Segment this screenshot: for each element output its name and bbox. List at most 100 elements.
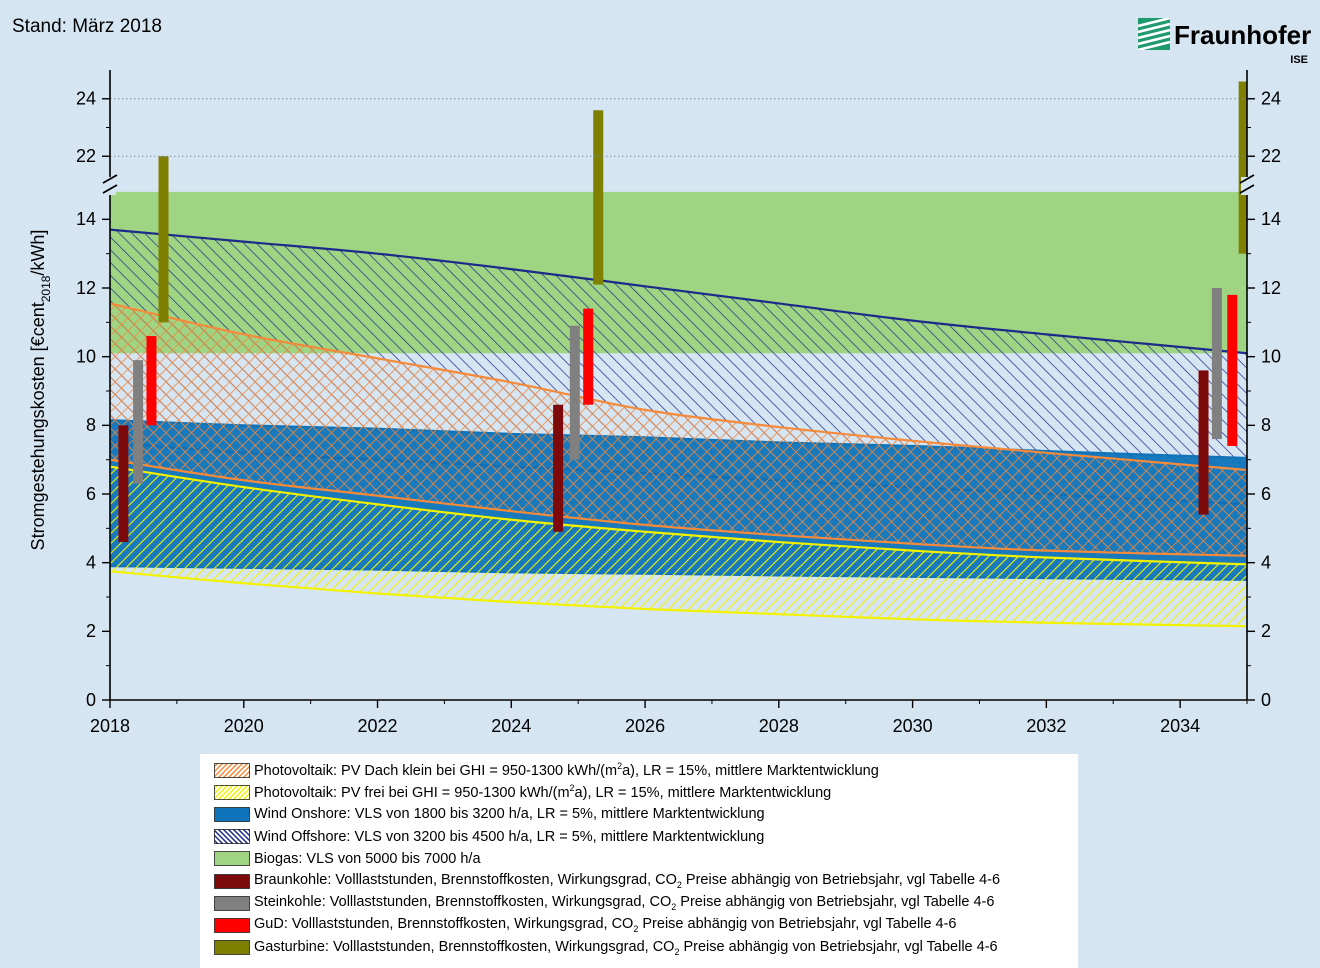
legend: Photovoltaik: PV Dach klein bei GHI = 95… bbox=[200, 754, 1078, 968]
x-tick-label: 2030 bbox=[893, 716, 933, 736]
logo-name: Fraunhofer bbox=[1174, 20, 1312, 50]
band-pv_roof-upper-line bbox=[110, 302, 1247, 472]
band-pv_free-lower-line bbox=[110, 570, 1247, 628]
legend-label-part: Photovoltaik: PV frei bei GHI = 950-1300… bbox=[254, 785, 570, 802]
legend-swatch bbox=[214, 851, 250, 867]
legend-label: Braunkohle: Volllaststunden, Brennstoffk… bbox=[254, 872, 1000, 890]
y-axis-label: Stromgestehungskosten [€cent2018/kWh] bbox=[28, 230, 53, 551]
x-tick-label: 2018 bbox=[90, 716, 130, 736]
legend-label-part: 2 bbox=[617, 761, 623, 772]
axis-break-mark bbox=[1239, 184, 1255, 194]
fraunhofer-logo: Fraunhofer ISE bbox=[1138, 14, 1312, 70]
bar-gasturbine-lower bbox=[593, 185, 604, 285]
legend-swatch bbox=[214, 895, 250, 911]
bar-gasturbine-lower bbox=[158, 185, 169, 323]
bar-braunkohle bbox=[553, 404, 564, 532]
legend-label-part: 2 bbox=[674, 946, 680, 957]
y-tick-label-left: 22 bbox=[76, 146, 96, 166]
y-tick-label-right: 2 bbox=[1261, 621, 1271, 641]
axis-break-mark bbox=[102, 184, 118, 194]
y-tick-label-left: 0 bbox=[86, 690, 96, 710]
bar-gasturbine-upper bbox=[593, 110, 604, 185]
bar-gud bbox=[1227, 294, 1238, 446]
legend-swatch bbox=[214, 806, 250, 822]
x-tick-label: 2034 bbox=[1160, 716, 1200, 736]
legend-item-gud: GuD: Volllaststunden, Brennstoffkosten, … bbox=[214, 915, 957, 935]
legend-label: Gasturbine: Volllaststunden, Brennstoffk… bbox=[254, 939, 998, 957]
band-pv_roof-cross bbox=[110, 303, 1247, 556]
axis-break-mark bbox=[1239, 174, 1255, 184]
y-tick-label-right: 0 bbox=[1261, 690, 1271, 710]
legend-label-part: 2 bbox=[676, 879, 682, 890]
x-tick-label: 2022 bbox=[358, 716, 398, 736]
y-tick-label-left: 2 bbox=[86, 621, 96, 641]
bar-steinkohle bbox=[569, 325, 580, 460]
bar-gasturbine-upper bbox=[1238, 81, 1247, 185]
bar-steinkohle bbox=[1211, 288, 1222, 440]
legend-item-steinkohle: Steinkohle: Volllaststunden, Brennstoffk… bbox=[214, 893, 994, 913]
stand-label: Stand: März 2018 bbox=[12, 16, 162, 37]
legend-item-biogas: Biogas: VLS von 5000 bis 7000 h/a bbox=[214, 849, 481, 869]
y-tick-label-right: 10 bbox=[1261, 346, 1281, 366]
legend-label-part: 2 bbox=[569, 783, 575, 794]
legend-swatch bbox=[214, 873, 250, 889]
bar-gasturbine-lower bbox=[1238, 185, 1247, 254]
legend-item-braunkohle: Braunkohle: Volllaststunden, Brennstoffk… bbox=[214, 871, 1000, 891]
legend-label-part: 2 bbox=[671, 902, 677, 913]
legend-label-part: Preise abhängig von Betriebsjahr, vgl Ta… bbox=[676, 894, 995, 911]
bar-braunkohle bbox=[118, 425, 129, 543]
legend-item-pv_free: Photovoltaik: PV frei bei GHI = 950-1300… bbox=[214, 782, 831, 802]
legend-label-part: Preise abhängig von Betriebsjahr, vgl Ta… bbox=[679, 938, 998, 955]
plot-upper bbox=[158, 81, 1247, 185]
legend-label-part: Braunkohle: Volllaststunden, Brennstoffk… bbox=[254, 872, 677, 889]
y-tick-label-left: 4 bbox=[86, 552, 96, 572]
y-tick-label-right: 4 bbox=[1261, 552, 1271, 572]
x-tick-label: 2028 bbox=[759, 716, 799, 736]
legend-item-wind_offshore: Wind Offshore: VLS von 3200 bis 4500 h/a… bbox=[214, 827, 764, 847]
y-tick-label-left: 12 bbox=[76, 278, 96, 298]
legend-label-part: GuD: Volllaststunden, Brennstoffkosten, … bbox=[254, 916, 634, 933]
legend-label-part: a), LR = 15%, mittlere Marktentwicklung bbox=[622, 762, 879, 779]
legend-item-wind_onshore: Wind Onshore: VLS von 1800 bis 3200 h/a,… bbox=[214, 804, 765, 824]
x-tick-label: 2032 bbox=[1026, 716, 1066, 736]
y-tick-label-left: 10 bbox=[76, 346, 96, 366]
bar-gud bbox=[583, 308, 594, 405]
y-tick-label-right: 22 bbox=[1261, 146, 1281, 166]
y-tick-label-left: 6 bbox=[86, 484, 96, 504]
bar-gasturbine-upper bbox=[158, 156, 169, 185]
legend-swatch bbox=[214, 762, 250, 778]
bar-gud bbox=[146, 336, 157, 426]
legend-label: Biogas: VLS von 5000 bis 7000 h/a bbox=[254, 851, 481, 867]
x-tick-label: 2020 bbox=[224, 716, 264, 736]
plot-lower bbox=[110, 185, 1247, 628]
legend-swatch bbox=[214, 940, 250, 955]
band-wind_offshore-upper-line bbox=[110, 228, 1247, 355]
legend-label: Wind Offshore: VLS von 3200 bis 4500 h/a… bbox=[254, 829, 764, 845]
legend-label: GuD: Volllaststunden, Brennstoffkosten, … bbox=[254, 916, 957, 934]
legend-swatch bbox=[214, 784, 250, 800]
x-tick-label: 2024 bbox=[491, 716, 531, 736]
y-tick-label-right: 8 bbox=[1261, 415, 1271, 435]
y-tick-label-right: 12 bbox=[1261, 278, 1281, 298]
bar-steinkohle bbox=[133, 360, 144, 484]
bar-braunkohle bbox=[1198, 370, 1209, 515]
fraunhofer-logo-icon bbox=[1138, 18, 1170, 50]
legend-label-part: Biogas: VLS von 5000 bis 7000 h/a bbox=[254, 850, 481, 867]
y-tick-label-right: 6 bbox=[1261, 484, 1271, 504]
legend-item-gasturbine: Gasturbine: Volllaststunden, Brennstoffk… bbox=[214, 938, 998, 958]
y-tick-label-left: 24 bbox=[76, 89, 96, 109]
legend-label: Wind Onshore: VLS von 1800 bis 3200 h/a,… bbox=[254, 806, 765, 822]
y-tick-label-right: 24 bbox=[1261, 89, 1281, 109]
legend-label-part: Gasturbine: Volllaststunden, Brennstoffk… bbox=[254, 938, 675, 955]
x-tick-label: 2026 bbox=[625, 716, 665, 736]
y-tick-label-left: 14 bbox=[76, 209, 96, 229]
legend-label-part: Wind Offshore: VLS von 3200 bis 4500 h/a… bbox=[254, 828, 765, 845]
legend-label: Steinkohle: Volllaststunden, Brennstoffk… bbox=[254, 894, 994, 912]
y-tick-label-right: 14 bbox=[1261, 209, 1281, 229]
legend-label-part: Preise abhängig von Betriebsjahr, vgl Ta… bbox=[681, 872, 1001, 889]
legend-label-part: Preise abhängig von Betriebsjahr, vgl Ta… bbox=[638, 916, 957, 933]
legend-item-pv_roof: Photovoltaik: PV Dach klein bei GHI = 95… bbox=[214, 760, 879, 780]
y-tick-label-left: 8 bbox=[86, 415, 96, 435]
